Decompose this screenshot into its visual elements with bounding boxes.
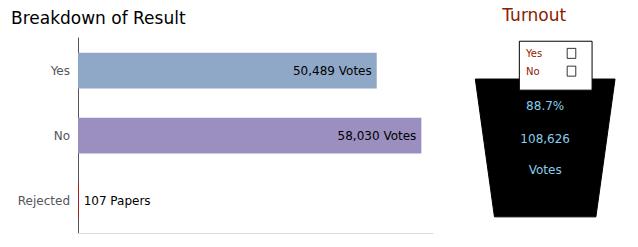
svg-text:88.7%: 88.7%: [526, 99, 564, 113]
svg-text:Yes: Yes: [50, 64, 70, 78]
svg-text:108,626: 108,626: [520, 132, 570, 146]
svg-text:Votes: Votes: [529, 163, 562, 177]
svg-text:No: No: [54, 129, 70, 143]
svg-text:No: No: [526, 66, 540, 77]
svg-text:50,489 Votes: 50,489 Votes: [293, 64, 372, 78]
svg-text:Breakdown of Result: Breakdown of Result: [11, 8, 186, 28]
svg-text:Rejected: Rejected: [18, 194, 70, 208]
svg-text:58,030 Votes: 58,030 Votes: [338, 129, 417, 143]
svg-text:Yes: Yes: [525, 48, 542, 59]
svg-text:107 Papers: 107 Papers: [84, 194, 151, 208]
svg-text:Turnout: Turnout: [501, 5, 566, 25]
